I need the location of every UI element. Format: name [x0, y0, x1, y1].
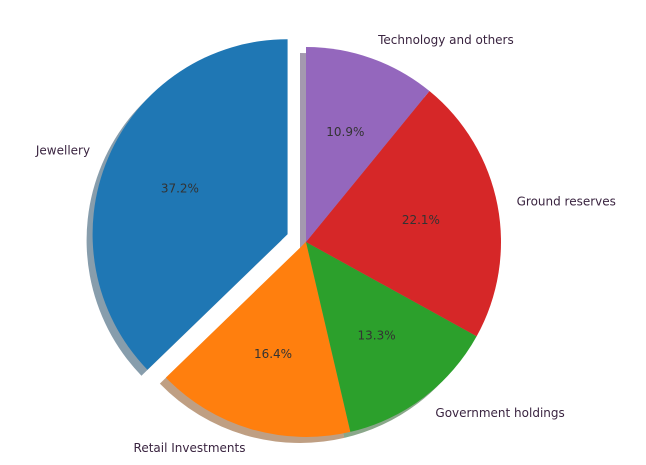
pct-label-technology-and-others: 10.9%	[326, 125, 364, 139]
label-layer: 37.2% Jewellery 16.4% Retail Investments 13.…	[35, 33, 616, 455]
slice-layer	[92, 39, 501, 437]
slice-label-technology-and-others: Technology and others	[377, 33, 514, 47]
pct-label-government-holdings: 13.3%	[358, 328, 396, 342]
slice-label-government-holdings: Government holdings	[435, 406, 564, 420]
slice-label-retail-investments: Retail Investments	[134, 441, 246, 455]
slice-technology-and-others	[306, 47, 430, 242]
slice-label-ground-reserves: Ground reserves	[517, 194, 616, 208]
pct-label-jewellery: 37.2%	[161, 182, 199, 196]
pct-label-retail-investments: 16.4%	[254, 347, 292, 361]
slice-jewellery	[92, 39, 288, 370]
slice-retail-investments	[165, 242, 351, 437]
slice-ground-reserves	[306, 91, 501, 337]
slice-government-holdings	[306, 242, 477, 432]
pct-label-ground-reserves: 22.1%	[402, 213, 440, 227]
slice-label-jewellery: Jewellery	[35, 144, 90, 158]
